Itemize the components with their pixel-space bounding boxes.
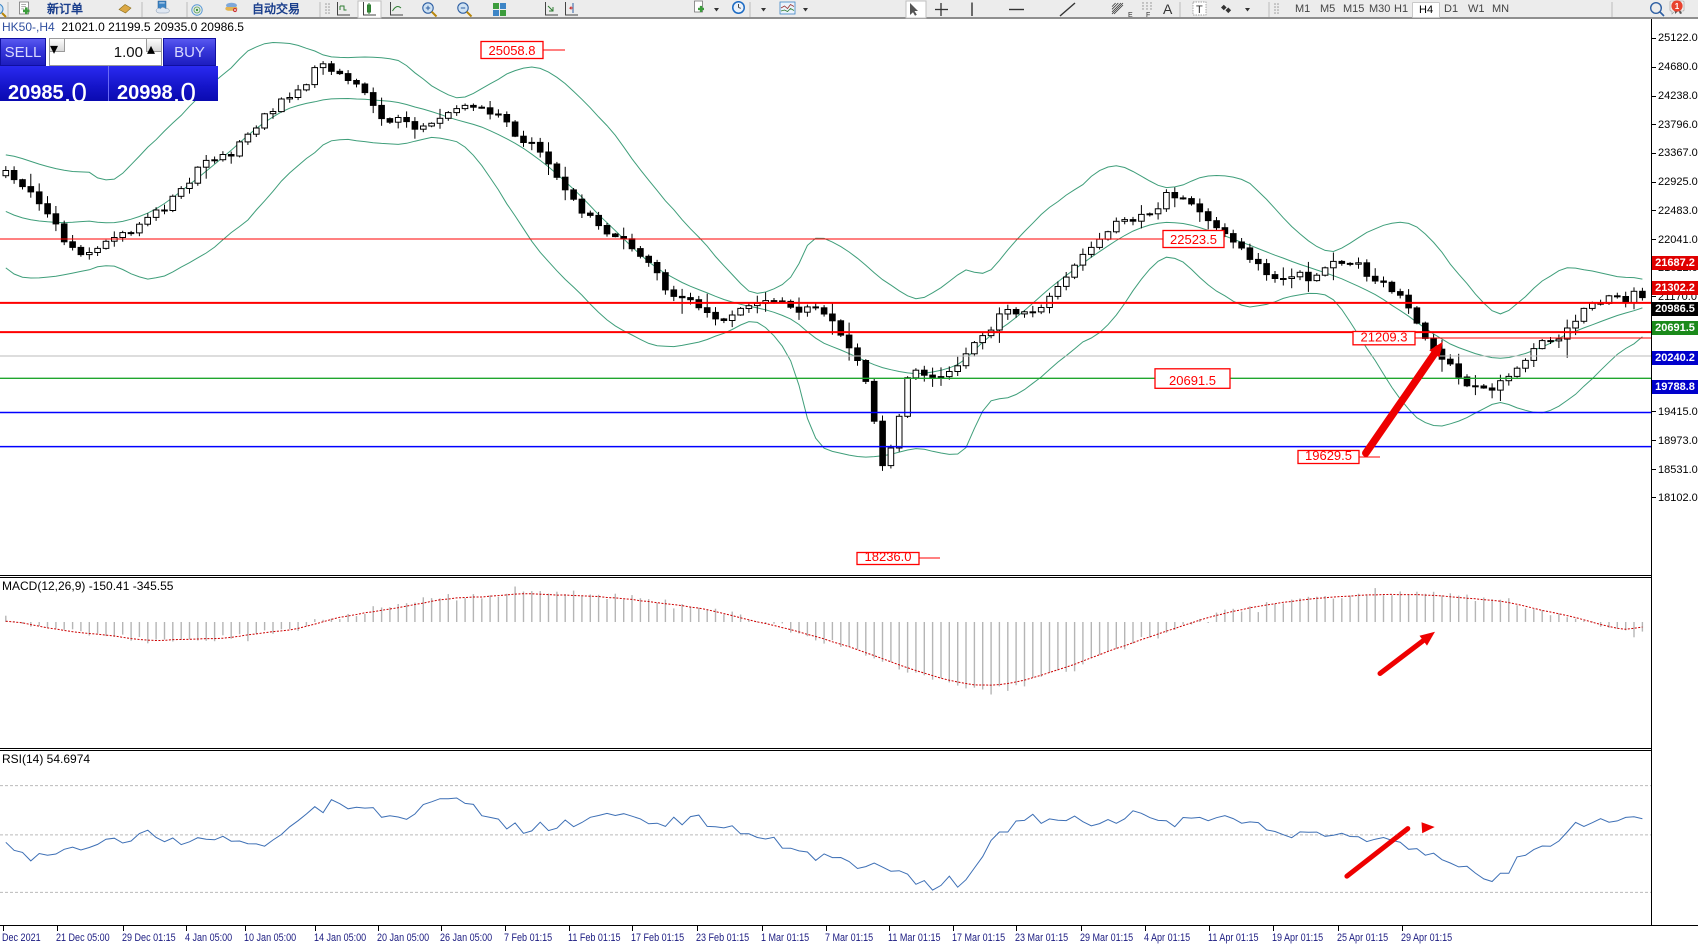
svg-text:20691.5: 20691.5 <box>1169 373 1216 388</box>
svg-text:25058.8: 25058.8 <box>489 43 536 58</box>
svg-text:自动交易: 自动交易 <box>252 1 300 16</box>
svg-text:18236.0: 18236.0 <box>865 549 912 564</box>
svg-text:21209.3: 21209.3 <box>1361 329 1408 344</box>
svg-text:1: 1 <box>1675 2 1680 11</box>
svg-text:A: A <box>1163 1 1173 17</box>
svg-text:E: E <box>1128 12 1133 19</box>
svg-text:F: F <box>1146 12 1150 19</box>
svg-text:新订单: 新订单 <box>47 1 83 16</box>
svg-text:T: T <box>1196 4 1203 16</box>
svg-text:22523.5: 22523.5 <box>1170 232 1217 247</box>
svg-text:19629.5: 19629.5 <box>1305 448 1352 463</box>
